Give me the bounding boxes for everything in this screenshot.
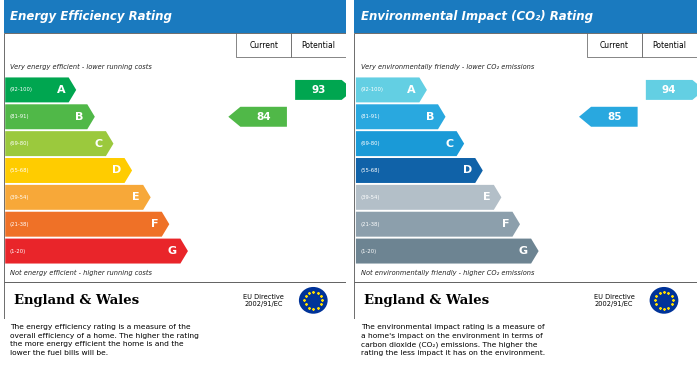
Text: F: F	[502, 219, 509, 229]
Text: (92-100): (92-100)	[10, 88, 33, 92]
Text: Very energy efficient - lower running costs: Very energy efficient - lower running co…	[10, 64, 152, 70]
Bar	[237, 34, 291, 57]
Text: 84: 84	[256, 112, 271, 122]
Bar	[4, 0, 346, 34]
Text: (21-38): (21-38)	[10, 222, 29, 227]
Text: Environmental Impact (CO₂) Rating: Environmental Impact (CO₂) Rating	[361, 10, 593, 23]
Polygon shape	[5, 131, 113, 156]
Text: (1-20): (1-20)	[10, 249, 26, 253]
Text: Not energy efficient - higher running costs: Not energy efficient - higher running co…	[10, 270, 153, 276]
Polygon shape	[5, 185, 150, 210]
Text: Current: Current	[600, 41, 629, 50]
Text: 93: 93	[312, 85, 326, 95]
Bar	[291, 34, 346, 57]
Polygon shape	[295, 80, 354, 100]
Polygon shape	[356, 131, 464, 156]
Polygon shape	[356, 212, 520, 237]
Text: (39-54): (39-54)	[10, 195, 29, 200]
Text: England & Wales: England & Wales	[365, 294, 489, 307]
Text: A: A	[57, 85, 65, 95]
Text: Current: Current	[249, 41, 278, 50]
Bar	[354, 34, 696, 282]
Text: 94: 94	[662, 85, 676, 95]
Polygon shape	[356, 239, 538, 264]
Text: D: D	[112, 165, 121, 176]
Circle shape	[650, 287, 678, 314]
Polygon shape	[356, 104, 445, 129]
Text: EU Directive
2002/91/EC: EU Directive 2002/91/EC	[243, 294, 284, 307]
Text: E: E	[132, 192, 140, 203]
Bar	[4, 282, 346, 319]
Text: Very environmentally friendly - lower CO₂ emissions: Very environmentally friendly - lower CO…	[361, 64, 534, 70]
Bar	[4, 34, 346, 282]
Text: D: D	[463, 165, 472, 176]
Text: 85: 85	[607, 112, 622, 122]
Bar	[354, 282, 696, 319]
Polygon shape	[5, 158, 132, 183]
Text: (81-91): (81-91)	[10, 114, 29, 119]
Text: (69-80): (69-80)	[360, 141, 380, 146]
Text: (21-38): (21-38)	[360, 222, 380, 227]
Polygon shape	[356, 158, 483, 183]
Text: (55-68): (55-68)	[10, 168, 29, 173]
Text: The environmental impact rating is a measure of
a home's impact on the environme: The environmental impact rating is a mea…	[361, 325, 545, 357]
Circle shape	[299, 287, 328, 314]
Text: C: C	[445, 139, 453, 149]
Polygon shape	[356, 185, 501, 210]
Text: B: B	[426, 112, 435, 122]
Text: G: G	[168, 246, 177, 256]
Text: The energy efficiency rating is a measure of the
overall efficiency of a home. T: The energy efficiency rating is a measur…	[10, 325, 199, 356]
Text: Potential: Potential	[302, 41, 335, 50]
Bar	[587, 34, 642, 57]
Text: C: C	[94, 139, 102, 149]
Text: (81-91): (81-91)	[360, 114, 380, 119]
Text: (55-68): (55-68)	[360, 168, 380, 173]
Bar	[642, 34, 696, 57]
Text: Not environmentally friendly - higher CO₂ emissions: Not environmentally friendly - higher CO…	[361, 270, 535, 276]
Text: F: F	[151, 219, 158, 229]
Polygon shape	[5, 239, 188, 264]
Polygon shape	[5, 212, 169, 237]
Polygon shape	[646, 80, 700, 100]
Bar	[354, 0, 696, 34]
Text: E: E	[483, 192, 491, 203]
Text: (69-80): (69-80)	[10, 141, 29, 146]
Text: (1-20): (1-20)	[360, 249, 377, 253]
Text: G: G	[519, 246, 528, 256]
Polygon shape	[5, 104, 95, 129]
Text: (39-54): (39-54)	[360, 195, 380, 200]
Text: Energy Efficiency Rating: Energy Efficiency Rating	[10, 10, 172, 23]
Text: (92-100): (92-100)	[360, 88, 384, 92]
Text: EU Directive
2002/91/EC: EU Directive 2002/91/EC	[594, 294, 635, 307]
Text: England & Wales: England & Wales	[14, 294, 139, 307]
Text: B: B	[76, 112, 84, 122]
Polygon shape	[228, 107, 287, 127]
Text: Potential: Potential	[652, 41, 686, 50]
Text: A: A	[407, 85, 416, 95]
Polygon shape	[356, 77, 427, 102]
Polygon shape	[5, 77, 76, 102]
Polygon shape	[579, 107, 638, 127]
